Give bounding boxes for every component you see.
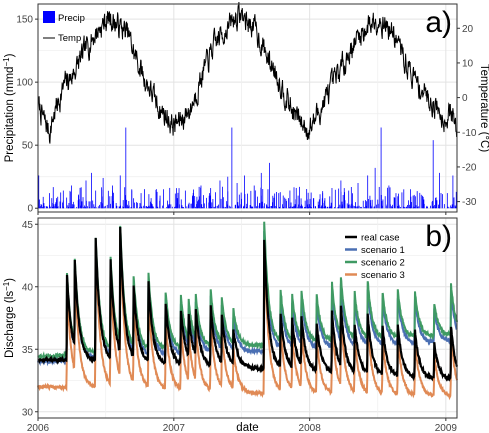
legend-label: scenario 1 <box>361 245 405 256</box>
y-tick-label: 40 <box>22 282 34 293</box>
discharge-line <box>37 221 458 362</box>
panel-label: a) <box>425 6 452 39</box>
y2-tick-label: 0 <box>462 93 468 104</box>
x-tick-label: 2006 <box>27 423 50 433</box>
plot-frame <box>37 3 458 213</box>
x-tick-label: 2007 <box>163 423 186 433</box>
y2-tick-label: -10 <box>462 128 477 139</box>
y-tick-label: 150 <box>16 15 33 26</box>
y-tick-label: 50 <box>22 141 34 152</box>
legend-label: scenario 3 <box>361 270 405 281</box>
y-axis-label-sup: −1 <box>2 281 11 291</box>
legend-label: scenario 2 <box>361 258 405 269</box>
x-tick-label: 2008 <box>299 423 322 433</box>
x-tick-label: 2009 <box>435 423 458 433</box>
legend-label: real case <box>361 233 400 244</box>
y-tick-label: 0 <box>27 204 33 215</box>
discharge-line <box>37 231 458 367</box>
legend-swatch <box>43 11 55 23</box>
y2-tick-label: 10 <box>462 58 474 69</box>
y-tick-label: 35 <box>22 345 34 356</box>
legend-label: Temp <box>58 33 81 44</box>
y-tick-label: 45 <box>22 220 34 231</box>
y-axis-label: Precipitation (mmd−1) <box>2 53 16 162</box>
discharge-line <box>37 226 459 382</box>
y-axis-label: Discharge (ls−1) <box>2 278 16 358</box>
y-tick-label: 30 <box>22 407 34 418</box>
y2-axis-label: Temperature (°C) <box>478 64 489 152</box>
discharge-line <box>37 234 458 401</box>
plot-frame <box>37 217 458 419</box>
y-axis-label-end: ) <box>4 53 16 57</box>
temp-line <box>37 1 458 144</box>
y2-tick-label: -20 <box>462 162 477 173</box>
legend-label: Precip <box>58 13 85 24</box>
panel-b: 30 35 40 45 2006 2007 2008 2009 date Discharge (l… <box>2 217 459 433</box>
panel-label: b) <box>425 220 452 253</box>
panel-a: 0 50 100 150 -30 -20 -10 0 10 20 Precipitation (mm… <box>2 1 489 215</box>
y-axis-label-end: ) <box>4 278 16 282</box>
y-tick-label: 100 <box>16 78 33 89</box>
y2-tick-label: 20 <box>462 24 474 35</box>
y2-tick-label: -30 <box>462 197 477 208</box>
x-axis-label: date <box>236 422 258 433</box>
y-axis-label-sup: −1 <box>2 57 11 67</box>
